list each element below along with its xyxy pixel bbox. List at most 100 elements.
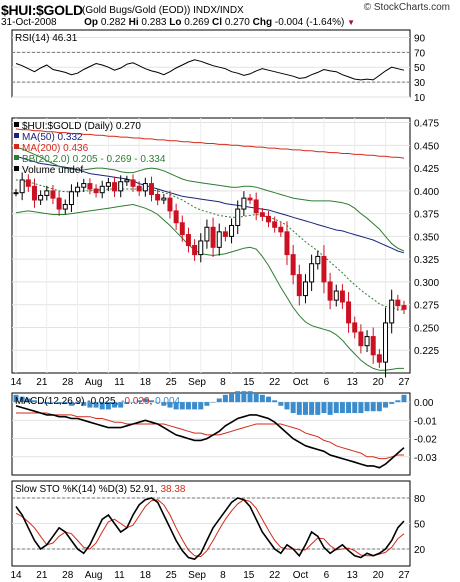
macd-histogram-bar [161, 402, 167, 406]
macd-histogram-bar [192, 402, 198, 410]
macd-histogram-bar [99, 402, 105, 410]
price-tick-label: 0.300 [414, 278, 439, 289]
rsi-tick-label: 90 [414, 33, 426, 44]
price-legend-swatch [14, 122, 19, 127]
macd-histogram-bar [352, 402, 358, 414]
price-candle [395, 299, 401, 307]
price-tick-label: 0.325 [414, 255, 439, 266]
x-axis-label: Aug [85, 377, 103, 388]
x-axis-label-bottom: 6 [324, 570, 330, 581]
bb-mid-line [15, 179, 405, 311]
macd-histogram-bar [44, 402, 50, 404]
price-candle [253, 199, 259, 214]
x-axis-label: 22 [269, 377, 281, 388]
price-candle [118, 181, 124, 192]
price-tick-label: 0.450 [414, 141, 439, 152]
price-candle [364, 336, 370, 347]
x-axis-label: 14 [10, 377, 22, 388]
price-legend-entry: MA(200) 0.436 [22, 143, 89, 154]
price-tick-label: 0.400 [414, 187, 439, 198]
x-axis-label-bottom: Oct [293, 570, 309, 581]
price-tick-label: 0.225 [414, 346, 439, 357]
macd-histogram-bar [376, 402, 382, 412]
macd-histogram-bar [241, 391, 247, 403]
price-candle [376, 354, 382, 363]
price-tick-label: 0.425 [414, 164, 439, 175]
macd-histogram-bar [130, 402, 136, 403]
price-candle [352, 322, 358, 333]
x-axis-label-bottom: 13 [347, 570, 359, 581]
price-candle [327, 281, 333, 301]
price-tick-label: 0.475 [414, 119, 439, 130]
price-candle [75, 186, 81, 193]
price-tick-label: 0.350 [414, 232, 439, 243]
price-candle [31, 185, 37, 201]
price-candle [290, 254, 296, 276]
sto-k-line [15, 497, 405, 561]
rsi-tick-label: 50 [414, 63, 426, 74]
down-arrow-icon: ▼ [347, 18, 356, 27]
macd-histogram-bar [333, 402, 339, 414]
macd-histogram-bar [296, 402, 302, 415]
macd-histogram-bar [302, 402, 308, 415]
macd-histogram-bar [383, 402, 389, 408]
x-axis-label-bottom: 14 [10, 570, 22, 581]
sto-legend-part: Slow STO %K(14) %D(3) 52.91, [15, 484, 160, 495]
price-candle [204, 226, 210, 242]
macd-histogram-bar [167, 402, 173, 408]
macd-histogram-bar [339, 402, 345, 414]
x-axis-label-bottom: 25 [166, 570, 178, 581]
quote-bar: 31-Oct-2008 Op 0.282 Hi 0.283 Lo 0.269 C… [1, 17, 460, 28]
macd-histogram-bar [309, 402, 315, 415]
low-value: 0.269 [184, 17, 210, 28]
price-candle [142, 183, 148, 192]
macd-histogram-bar [179, 402, 185, 410]
price-candle [13, 192, 19, 195]
rsi-legend: RSI(14) 46.31 [15, 33, 78, 44]
macd-histogram-bar [31, 400, 37, 403]
macd-histogram-bar [327, 402, 333, 415]
ma50-line [15, 155, 405, 254]
x-axis-label: 18 [140, 377, 152, 388]
rsi-panel [11, 29, 411, 98]
x-axis-label: 15 [243, 377, 255, 388]
macd-histogram-bar [68, 402, 74, 406]
sto-legend-part: 38.38 [160, 484, 185, 495]
price-candle [321, 255, 327, 283]
price-candle [99, 185, 105, 194]
x-axis-label-bottom: 20 [373, 570, 385, 581]
x-axis-label: 13 [347, 377, 359, 388]
macd-histogram-bar [235, 391, 241, 403]
open-value: 0.282 [100, 17, 126, 28]
price-candle [241, 197, 247, 210]
price-candle [62, 204, 68, 210]
macd-legend-part: 0.004 [155, 396, 180, 407]
price-candle [155, 194, 161, 201]
macd-legend: MACD(12,26,9) -0.025, -0.029, 0.004 [15, 396, 181, 407]
price-candle [247, 197, 253, 201]
bb-lower-line [15, 203, 404, 371]
macd-histogram-bar [315, 402, 321, 415]
price-candle [339, 290, 345, 303]
x-axis-label-bottom: 11 [114, 570, 125, 581]
stockcharts-logo: © StockCharts.com [363, 2, 450, 13]
price-candle [302, 281, 308, 297]
price-candle [81, 183, 87, 188]
x-axis-label-bottom: 18 [140, 570, 152, 581]
price-candle [19, 179, 25, 194]
price-candle [333, 290, 339, 301]
macd-histogram-bar [13, 394, 19, 403]
rsi-tick-label: 30 [414, 78, 426, 89]
macd-histogram-bar [401, 394, 407, 403]
macd-line [15, 405, 405, 469]
sto-tick-label: 20 [414, 545, 426, 556]
rsi-line [15, 59, 405, 81]
macd-tick-label: -0.03 [414, 453, 437, 464]
price-candle [296, 274, 302, 297]
x-axis-label-bottom: 21 [36, 570, 48, 581]
macd-histogram-bar [142, 398, 148, 403]
macd-histogram-bar [259, 394, 265, 403]
x-axis-label-bottom: 22 [269, 570, 281, 581]
price-candle [44, 190, 50, 196]
